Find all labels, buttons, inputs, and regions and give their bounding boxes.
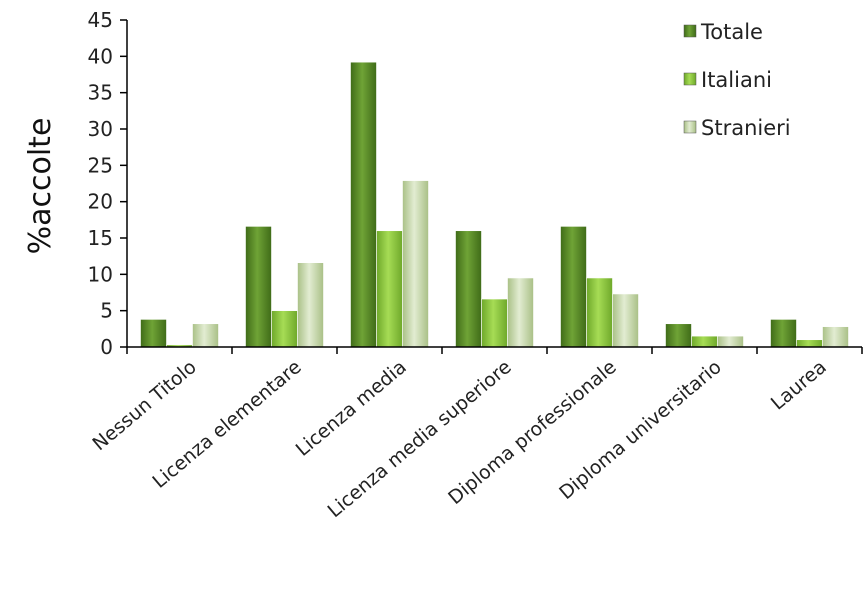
bar-stranieri: [822, 326, 849, 348]
x-tick-label: Diploma professionale: [444, 356, 620, 509]
y-tick-label: 15: [88, 226, 113, 250]
bars-group: [140, 61, 849, 348]
bar-stranieri: [507, 277, 534, 348]
y-tick-label: 5: [100, 299, 113, 323]
y-tick-label: 45: [88, 8, 113, 32]
y-tick-label: 35: [88, 81, 113, 105]
bar-italiani: [481, 298, 508, 348]
legend-label-italiani: Italiani: [701, 68, 772, 92]
y-tick-label: 25: [88, 153, 113, 177]
x-tick-label: Nessun Titolo: [88, 356, 200, 455]
bar-totale: [245, 226, 272, 348]
y-tick-label: 40: [88, 44, 113, 68]
bar-italiani: [586, 277, 613, 348]
bar-totale: [140, 319, 167, 348]
bar-stranieri: [612, 293, 639, 348]
y-tick-label: 0: [100, 335, 113, 359]
x-tick-label: Laurea: [767, 356, 831, 415]
legend-swatch-stranieri: [683, 120, 697, 134]
bar-stranieri: [717, 335, 744, 348]
bar-stranieri: [402, 180, 429, 348]
bar-totale: [350, 61, 377, 348]
y-tick-label: 10: [88, 262, 113, 286]
y-axis-label: %accolte: [23, 118, 58, 255]
bar-italiani: [271, 310, 298, 348]
bar-totale: [455, 230, 482, 348]
legend: Totale Italiani Stranieri: [683, 20, 791, 140]
bar-totale: [770, 319, 797, 348]
legend-swatch-italiani: [683, 72, 697, 86]
legend-label-totale: Totale: [700, 20, 763, 44]
bar-italiani: [691, 335, 718, 348]
legend-label-stranieri: Stranieri: [701, 116, 791, 140]
x-tick-label: Licenza media: [292, 356, 411, 461]
y-tick-label: 30: [88, 117, 113, 141]
bar-italiani: [376, 230, 403, 348]
y-tick-label: 20: [88, 190, 113, 214]
bar-totale: [665, 323, 692, 348]
y-axis: 0 5 10 15 20 25 30 35 40 45: [88, 8, 128, 359]
bar-stranieri: [192, 323, 219, 348]
bar-italiani: [796, 339, 823, 348]
legend-swatch-totale: [683, 24, 697, 38]
x-tick-label: Licenza media superiore: [324, 356, 516, 522]
bar-stranieri: [297, 262, 324, 348]
bar-totale: [560, 226, 587, 348]
